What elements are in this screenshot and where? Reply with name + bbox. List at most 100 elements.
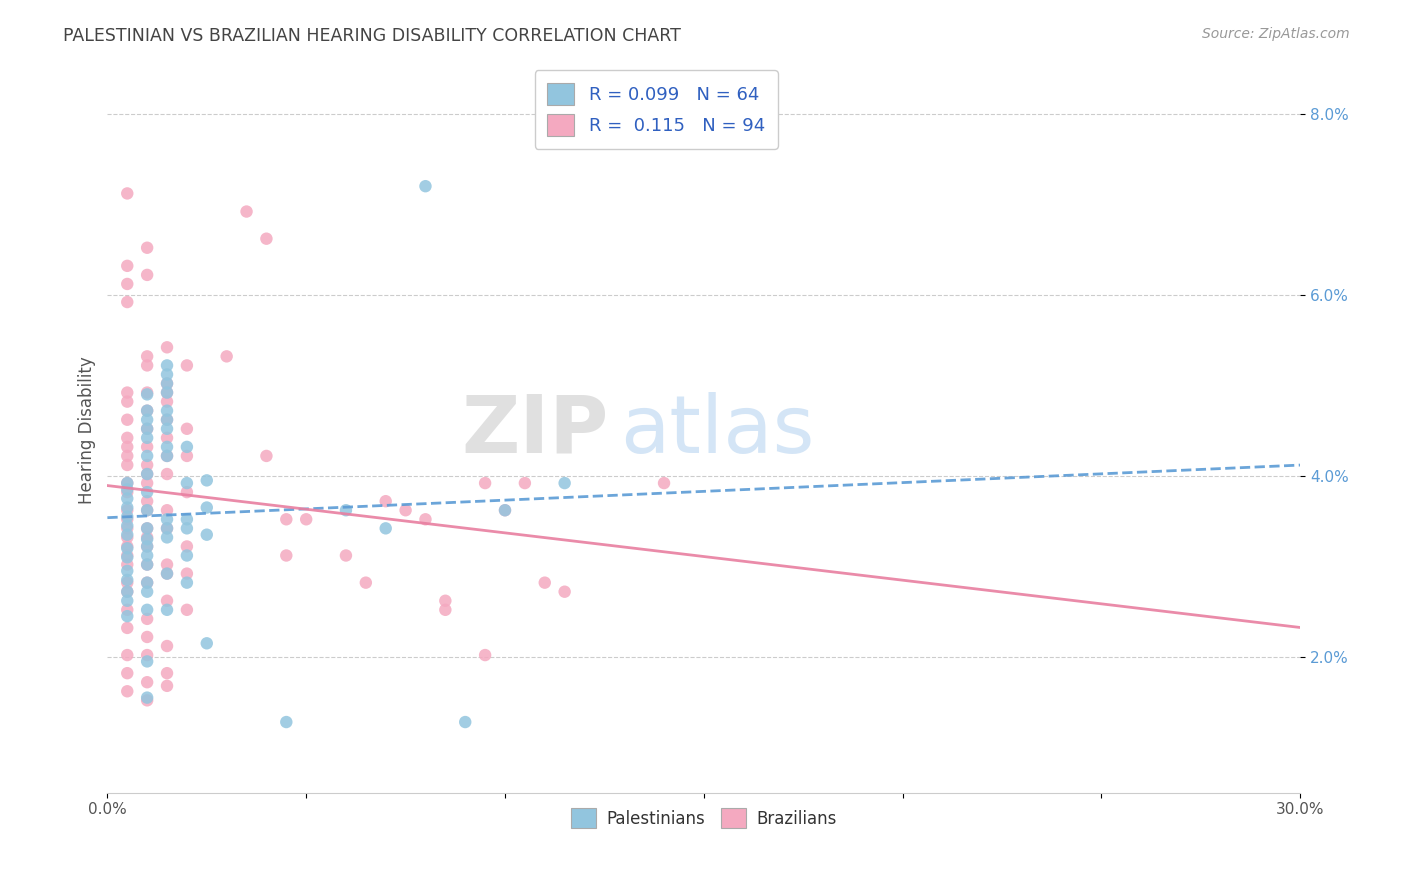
Point	[156, 639, 179, 653]
Point	[254, 449, 277, 463]
Point	[176, 440, 198, 454]
Point	[136, 440, 159, 454]
Point	[176, 603, 198, 617]
Point	[554, 476, 576, 491]
Point	[117, 609, 139, 624]
Point	[117, 500, 139, 515]
Point	[494, 503, 516, 517]
Point	[156, 359, 179, 373]
Point	[156, 666, 179, 681]
Point	[176, 521, 198, 535]
Point	[156, 449, 179, 463]
Point	[156, 503, 179, 517]
Point	[394, 503, 416, 517]
Y-axis label: Hearing Disability: Hearing Disability	[79, 357, 96, 505]
Point	[434, 603, 457, 617]
Point	[156, 603, 179, 617]
Point	[434, 593, 457, 607]
Point	[136, 575, 159, 590]
Point	[554, 584, 576, 599]
Point	[415, 179, 437, 194]
Point	[117, 684, 139, 698]
Point	[117, 550, 139, 565]
Point	[156, 368, 179, 382]
Point	[156, 431, 179, 445]
Point	[117, 541, 139, 556]
Point	[117, 666, 139, 681]
Point	[117, 277, 139, 291]
Point	[117, 385, 139, 400]
Point	[176, 549, 198, 563]
Point	[117, 564, 139, 578]
Point	[136, 503, 159, 517]
Point	[117, 295, 139, 310]
Point	[374, 521, 396, 535]
Point	[176, 449, 198, 463]
Point	[176, 485, 198, 500]
Point	[156, 566, 179, 581]
Point	[156, 385, 179, 400]
Point	[276, 512, 298, 526]
Point	[156, 413, 179, 427]
Point	[136, 549, 159, 563]
Point	[136, 467, 159, 481]
Text: Source: ZipAtlas.com: Source: ZipAtlas.com	[1202, 27, 1350, 41]
Point	[117, 573, 139, 587]
Point	[156, 521, 179, 535]
Point	[195, 500, 218, 515]
Point	[176, 575, 198, 590]
Point	[136, 558, 159, 572]
Point	[117, 476, 139, 491]
Point	[156, 512, 179, 526]
Point	[136, 521, 159, 535]
Text: PALESTINIAN VS BRAZILIAN HEARING DISABILITY CORRELATION CHART: PALESTINIAN VS BRAZILIAN HEARING DISABIL…	[63, 27, 681, 45]
Point	[117, 540, 139, 554]
Point	[474, 648, 496, 662]
Point	[136, 403, 159, 417]
Point	[156, 413, 179, 427]
Point	[136, 350, 159, 364]
Point	[156, 422, 179, 436]
Point	[136, 690, 159, 705]
Point	[136, 241, 159, 255]
Text: atlas: atlas	[620, 392, 814, 469]
Point	[117, 458, 139, 472]
Point	[136, 268, 159, 282]
Point	[176, 512, 198, 526]
Point	[156, 394, 179, 409]
Point	[136, 431, 159, 445]
Point	[176, 540, 198, 554]
Point	[374, 494, 396, 508]
Point	[117, 593, 139, 607]
Point	[494, 503, 516, 517]
Legend: Palestinians, Brazilians: Palestinians, Brazilians	[564, 801, 844, 835]
Point	[136, 521, 159, 535]
Point	[136, 630, 159, 644]
Point	[117, 621, 139, 635]
Point	[117, 186, 139, 201]
Point	[117, 527, 139, 541]
Point	[454, 714, 477, 729]
Point	[117, 521, 139, 535]
Point	[415, 512, 437, 526]
Point	[136, 575, 159, 590]
Point	[176, 476, 198, 491]
Point	[156, 403, 179, 417]
Point	[156, 530, 179, 544]
Point	[156, 558, 179, 572]
Point	[117, 483, 139, 497]
Point	[117, 394, 139, 409]
Point	[195, 527, 218, 541]
Point	[136, 476, 159, 491]
Point	[117, 491, 139, 506]
Point	[235, 204, 257, 219]
Point	[176, 359, 198, 373]
Point	[117, 558, 139, 572]
Point	[136, 584, 159, 599]
Point	[136, 532, 159, 546]
Point	[136, 422, 159, 436]
Point	[117, 518, 139, 533]
Point	[136, 449, 159, 463]
Point	[117, 512, 139, 526]
Point	[136, 413, 159, 427]
